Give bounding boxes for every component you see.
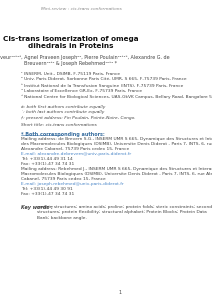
Text: Mailing address: de Brevern S.G., INSERM UMR S 665, Dynamique des Structures et : Mailing address: de Brevern S.G., INSERM… [21, 137, 212, 141]
Text: Tel: +33(1)-44 49 31 14: Tel: +33(1)-44 49 31 14 [21, 157, 73, 161]
Text: ˙: both last authors contribute equally: ˙: both last authors contribute equally [21, 110, 104, 115]
Text: Pierrick Craveur¹²³⁴⁵, Agnel Praveen Joseph²⁴, Pierre Poulain¹²³⁴⁵, Alexandre G.: Pierrick Craveur¹²³⁴⁵, Agnel Praveen Jos… [0, 55, 169, 66]
Text: Cis-trans isomerization of omega dihedrals in Proteins: Cis-trans isomerization of omega dihedra… [3, 36, 138, 49]
Text: Bank; backbone angle.: Bank; backbone angle. [37, 216, 87, 220]
Text: E-mail: joseph.rebehmed@univ-paris-diderot.fr: E-mail: joseph.rebehmed@univ-paris-dider… [21, 182, 123, 186]
Text: Fax: +33(1)-47 34 74 31: Fax: +33(1)-47 34 74 31 [21, 192, 74, 196]
Text: ⁴ Laboratoire d’Excellence GR-Ex, F-75739 Paris, France: ⁴ Laboratoire d’Excellence GR-Ex, F-7573… [21, 88, 142, 92]
Text: protein structures; amino acids; proline; protein folds; steric constraints; sec: protein structures; amino acids; proline… [37, 205, 212, 209]
Text: Macromolecules Biologiques (DSIMB), Universite Denis Diderot - Paris 7, INTS, 6,: Macromolecules Biologiques (DSIMB), Univ… [21, 172, 212, 176]
Text: Mini-review : cis-trans conformations: Mini-review : cis-trans conformations [41, 7, 122, 11]
Text: â: both first authors contribute equally: â: both first authors contribute equally [21, 105, 105, 109]
Text: Key words :: Key words : [21, 205, 53, 210]
Text: ¹ INSERM, Unit., DSIMB, F-75119 Paris, France: ¹ INSERM, Unit., DSIMB, F-75119 Paris, F… [21, 72, 120, 76]
Text: Mailing address: Rebehmed J., INSERM UMR S 665, Dynamique des Structures et Inte: Mailing address: Rebehmed J., INSERM UMR… [21, 167, 212, 171]
Text: Cabanel, 75739 Paris cedex 15, France: Cabanel, 75739 Paris cedex 15, France [21, 177, 106, 181]
Text: †: present address: Fin Poulain, Pointe-Noire, Congo.: †: present address: Fin Poulain, Pointe-… [21, 116, 135, 120]
Text: E-mail: alexandre.debrevern@univ-paris-diderot.fr: E-mail: alexandre.debrevern@univ-paris-d… [21, 152, 131, 156]
Text: Tel: +33(1)-44 49 30 91: Tel: +33(1)-44 49 30 91 [21, 187, 73, 191]
Text: 1: 1 [119, 290, 122, 295]
Text: des Macromolecules Biologiques (DSIMB), Universite Denis Diderot - Paris 7, INTS: des Macromolecules Biologiques (DSIMB), … [21, 142, 212, 146]
Text: Fax: +33(1)-47 34 74 31: Fax: +33(1)-47 34 74 31 [21, 162, 74, 166]
Text: ⁵ National Centre for Biological Sciences, UAS-GkVK Campus, Bellary Road, Bangal: ⁵ National Centre for Biological Science… [21, 94, 212, 99]
Text: Short title: cis-trans conformations: Short title: cis-trans conformations [21, 123, 96, 127]
Text: structures; protein flexibility; structural alphabet; Protein Blocks; Protein Da: structures; protein flexibility; structu… [37, 211, 207, 214]
Text: Alexandre Cabanel, 75739 Paris cedex 15, France: Alexandre Cabanel, 75739 Paris cedex 15,… [21, 147, 129, 151]
Text: * Both corresponding authors:: * Both corresponding authors: [21, 132, 105, 137]
Text: ³ Institut National de la Transfusion Sanguine (INTS), F-75739 Paris, France: ³ Institut National de la Transfusion Sa… [21, 83, 183, 88]
Text: ² Univ. Paris Diderot, Sorbonne Paris Cité, UMR, S 665, F-75739 Paris, France: ² Univ. Paris Diderot, Sorbonne Paris Ci… [21, 77, 186, 82]
